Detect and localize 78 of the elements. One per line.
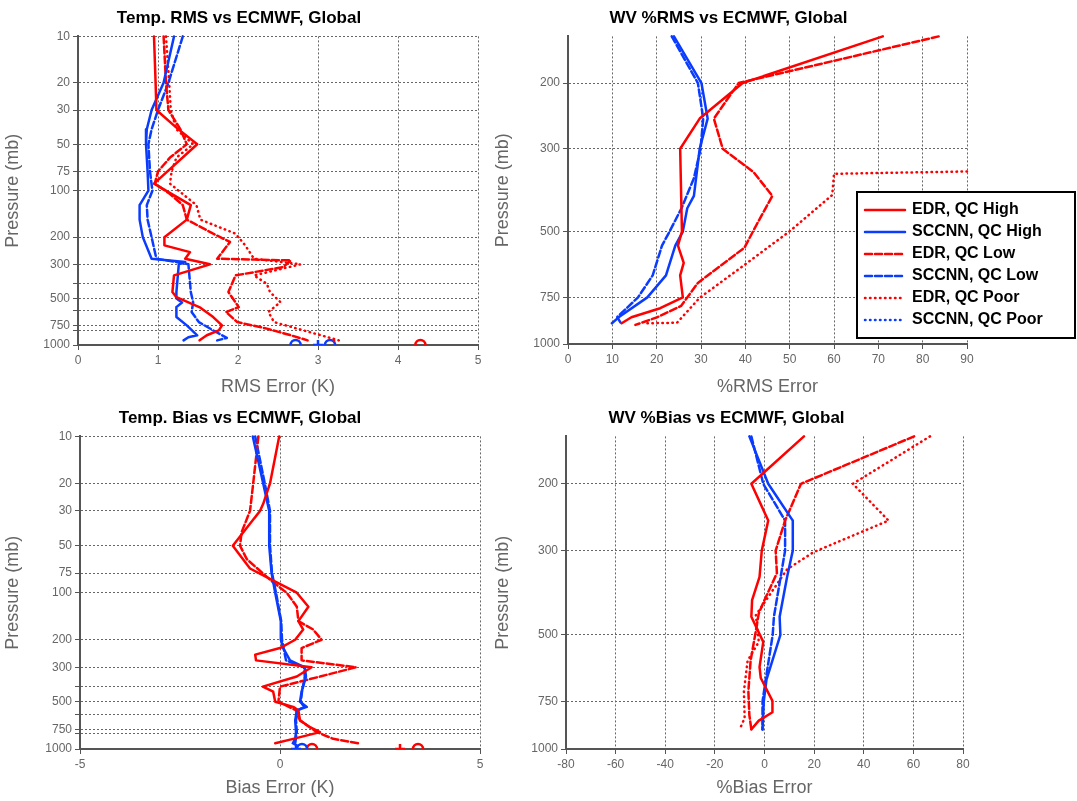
y-tick-label: 500 (49, 290, 71, 305)
y-tick-label: 750 (51, 721, 73, 736)
y-tick-label: 30 (56, 102, 71, 117)
legend-label: SCCNN, QC Low (912, 266, 1039, 284)
x-tick-label: 5 (474, 352, 482, 367)
chart-title: Temp. Bias vs ECMWF, Global (118, 407, 362, 427)
x-axis-title: %RMS Error (716, 376, 819, 397)
x-tick-label: 5 (476, 756, 484, 771)
y-tick-label: 750 (539, 289, 561, 304)
y-axis-title: Pressure (mb) (1, 133, 22, 248)
chart-title: WV %RMS vs ECMWF, Global (609, 7, 848, 27)
y-tick-label: 200 (49, 229, 71, 244)
y-tick-label: 200 (537, 476, 559, 491)
y-tick-label: 75 (58, 565, 73, 580)
y-tick-label: 10 (56, 28, 71, 43)
x-tick-label: 4 (394, 352, 402, 367)
y-tick-label: 300 (539, 141, 561, 156)
x-axis-title: %Bias Error (716, 777, 813, 798)
x-tick-label: -60 (606, 756, 625, 771)
legend-label: SCCNN, QC High (912, 222, 1042, 240)
x-tick-label: 90 (960, 351, 974, 366)
x-tick-label: -80 (557, 756, 575, 771)
x-tick-label: 20 (807, 756, 822, 771)
y-axis-title: Pressure (mb) (1, 535, 22, 650)
y-tick-label: 300 (537, 542, 559, 557)
x-axis-title: Bias Error (K) (225, 777, 335, 798)
x-axis-title: RMS Error (K) (221, 376, 335, 397)
y-tick-label: 20 (58, 475, 73, 490)
x-tick-label: 70 (871, 351, 886, 366)
y-tick-label: 100 (49, 183, 71, 198)
legend-label: EDR, QC Low (912, 244, 1016, 262)
y-tick-label: 20 (56, 75, 71, 90)
x-tick-label: 0 (276, 756, 284, 771)
x-tick-label: 40 (738, 351, 753, 366)
y-tick-label: 100 (51, 585, 73, 600)
y-axis-title: Pressure (mb) (491, 133, 512, 248)
y-tick-label: 1000 (43, 337, 71, 352)
y-tick-label: 300 (49, 256, 71, 271)
y-tick-label: 1000 (531, 741, 559, 756)
y-tick-label: 50 (58, 537, 73, 552)
x-tick-label: 80 (956, 756, 970, 771)
y-tick-label: 500 (537, 627, 559, 642)
x-tick-label: 0 (761, 756, 769, 771)
y-axis-title: Pressure (mb) (491, 535, 512, 650)
y-tick-label: 300 (51, 659, 73, 674)
y-tick-label: 50 (56, 136, 71, 151)
x-tick-label: 0 (564, 351, 572, 366)
x-tick-label: 50 (782, 351, 797, 366)
x-tick-label: 3 (314, 352, 322, 367)
x-tick-label: 40 (857, 756, 871, 771)
y-tick-label: 750 (49, 318, 71, 333)
x-tick-label: 20 (649, 351, 664, 366)
x-tick-label: 0 (74, 352, 82, 367)
y-tick-label: 200 (539, 75, 561, 90)
legend-label: EDR, QC High (912, 200, 1019, 218)
x-tick-label: -40 (656, 756, 675, 771)
legend-label: EDR, QC Poor (912, 288, 1020, 306)
y-tick-label: 500 (539, 223, 561, 238)
x-tick-label: -20 (706, 756, 724, 771)
x-tick-label: 10 (605, 351, 620, 366)
x-tick-label: 1 (154, 352, 162, 367)
chart-title: WV %Bias vs ECMWF, Global (608, 407, 845, 427)
x-tick-label: 60 (827, 351, 841, 366)
x-tick-label: 2 (234, 352, 242, 367)
chart-title: Temp. RMS vs ECMWF, Global (116, 7, 362, 27)
y-tick-label: 500 (51, 694, 73, 709)
x-tick-label: 80 (915, 351, 930, 366)
x-tick-label: 60 (906, 756, 921, 771)
y-tick-label: 75 (56, 163, 71, 178)
x-tick-label: 30 (694, 351, 708, 366)
y-tick-label: 750 (537, 693, 559, 708)
y-tick-label: 10 (58, 428, 73, 443)
y-tick-label: 1000 (533, 336, 561, 351)
y-tick-label: 30 (58, 503, 73, 518)
legend-label: SCCNN, QC Poor (912, 310, 1043, 328)
x-tick-label: -5 (74, 756, 86, 771)
y-tick-label: 200 (51, 632, 73, 647)
y-tick-label: 1000 (45, 741, 73, 756)
